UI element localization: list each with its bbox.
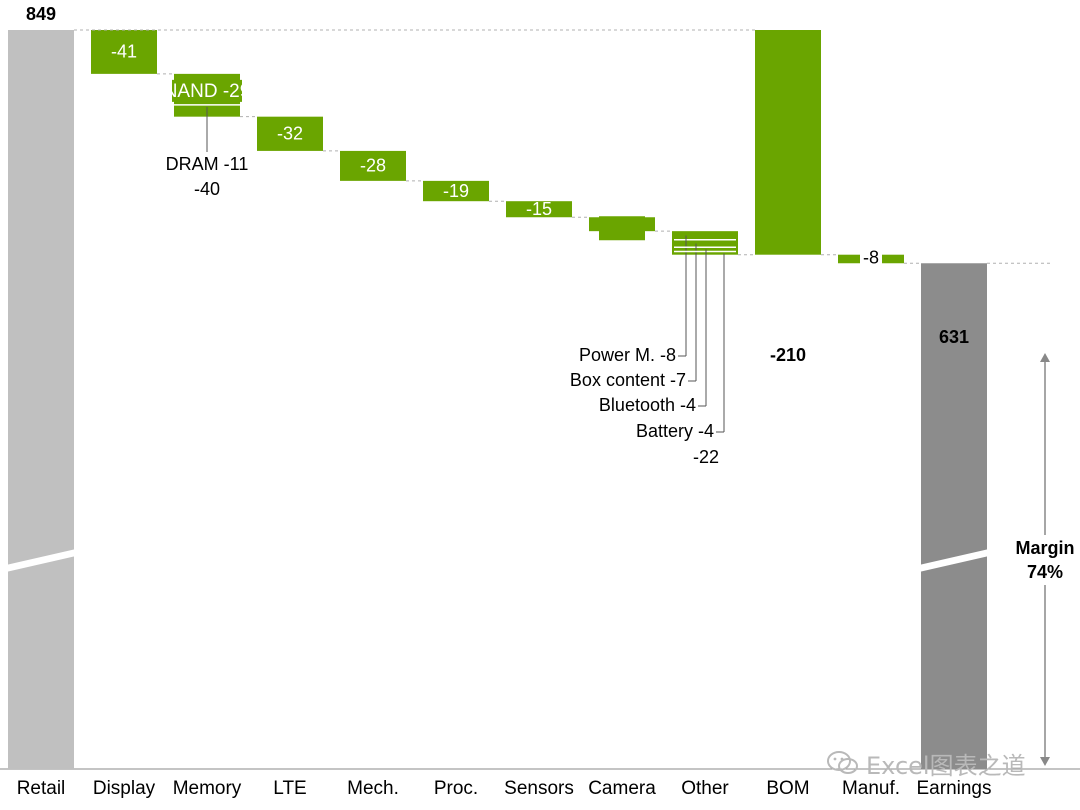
bar-display [91,30,157,74]
value-label-other-boxcontent: Box content -7 [570,370,686,390]
value-label-sensors: -15 [526,199,552,219]
bar-mech [340,150,406,181]
axis-break-earnings [919,549,989,572]
manuf-label-bg [860,250,882,268]
value-label-retail: 849 [26,4,56,24]
category-label-proc: Proc. [434,778,478,799]
category-label-memory: Memory [173,778,242,799]
value-label-lte: -32 [277,124,303,144]
bar-sensors [506,201,572,218]
value-label-bom: -210 [770,345,806,365]
margin-label-bg [1008,535,1080,585]
category-label-camera: Camera [588,778,656,799]
category-label-retail: Retail [17,778,66,799]
category-label-other: Other [681,778,729,799]
value-label-other-bluetooth: Bluetooth -4 [599,395,696,415]
margin-label-line2: 74% [1027,562,1063,582]
bar-proc [423,180,489,202]
value-label-other-battery: Battery -4 [636,421,714,441]
bar-lte [257,116,323,151]
bar-retail [8,30,74,769]
value-label-earnings: 631 [939,327,969,347]
bar-earnings [921,263,987,769]
category-label-display: Display [93,778,156,799]
category-label-lte: LTE [273,778,306,799]
bar-other [672,231,738,255]
bar-bom [755,30,821,255]
margin-label-line1: Margin [1015,538,1074,558]
margin-arrow-head-top [1040,353,1050,362]
value-label-display: -41 [111,42,137,62]
category-label-manuf: Manuf. [842,778,900,799]
value-label-nand: NAND -29 [164,81,251,102]
value-label-mech: -28 [360,156,386,176]
value-label-other-powerm: Power M. -8 [579,345,676,365]
watermark-text: Excel图表之道 [866,751,1026,780]
category-label-earnings: Earnings [917,778,992,799]
value-label-memory: -40 [194,179,220,199]
margin-arrow-head-bottom [1040,757,1050,766]
value-label-manuf: -8 [863,248,879,268]
category-label-mech: Mech. [347,778,399,799]
camera-label-bg [599,216,645,241]
value-label-proc: -19 [443,181,469,201]
category-label-sensors: Sensors [504,778,574,799]
wechat-icon [827,751,858,774]
category-label-bom: BOM [766,778,809,799]
watermark: Excel图表之道 [826,746,1056,780]
axis-break-retail [6,549,76,572]
nand-label-bg [172,79,242,102]
value-label-dram: DRAM -11 [166,154,249,174]
value-label-other: -22 [693,447,719,467]
